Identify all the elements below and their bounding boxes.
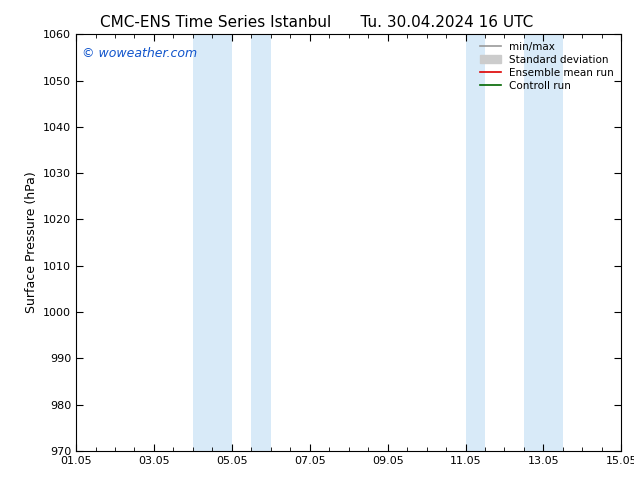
Bar <box>465 34 485 451</box>
Bar <box>251 34 271 451</box>
Bar <box>193 34 232 451</box>
Bar <box>524 34 563 451</box>
Text: © woweather.com: © woweather.com <box>82 47 197 60</box>
Text: CMC-ENS Time Series Istanbul      Tu. 30.04.2024 16 UTC: CMC-ENS Time Series Istanbul Tu. 30.04.2… <box>100 15 534 30</box>
Legend: min/max, Standard deviation, Ensemble mean run, Controll run: min/max, Standard deviation, Ensemble me… <box>476 37 618 95</box>
Y-axis label: Surface Pressure (hPa): Surface Pressure (hPa) <box>25 172 37 314</box>
